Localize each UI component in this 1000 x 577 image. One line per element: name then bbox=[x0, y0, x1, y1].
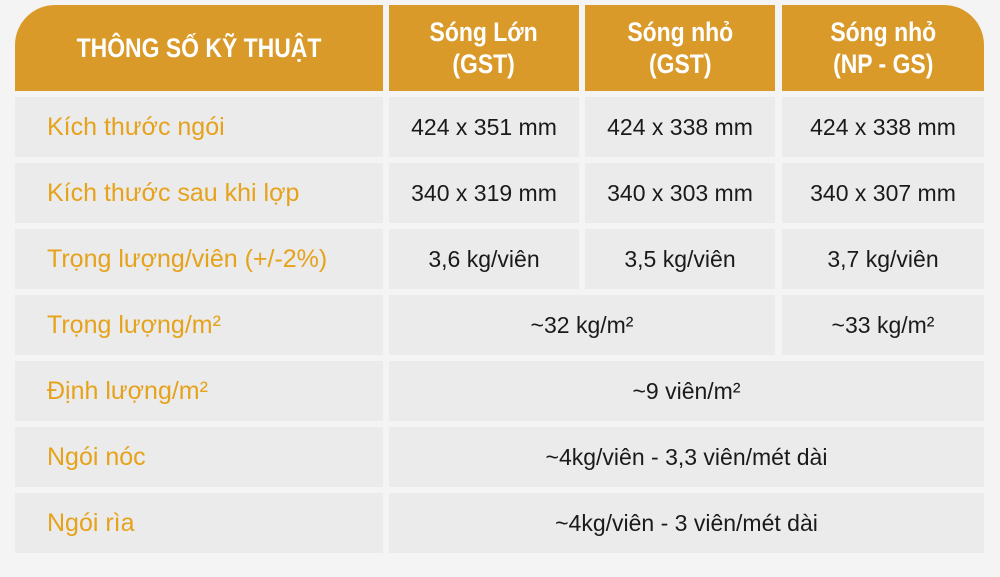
row-value: ~9 viên/m² bbox=[389, 361, 984, 421]
header-line: Sóng nhỏ bbox=[830, 17, 936, 47]
row-value: 340 x 303 mm bbox=[585, 163, 775, 223]
row-value: 340 x 319 mm bbox=[389, 163, 579, 223]
row-value: ~32 kg/m² bbox=[389, 295, 775, 355]
row-label: Định lượng/m² bbox=[15, 361, 383, 421]
header-song-nho-gst: Sóng nhỏ (GST) bbox=[585, 5, 775, 91]
header-spec: THÔNG SỐ KỸ THUẬT bbox=[15, 5, 383, 91]
header-song-lon-gst: Sóng Lớn (GST) bbox=[389, 5, 579, 91]
row-label: Trọng lượng/viên (+/-2%) bbox=[15, 229, 383, 289]
row-value: 340 x 307 mm bbox=[782, 163, 984, 223]
row-label: Ngói nóc bbox=[15, 427, 383, 487]
row-label: Kích thước ngói bbox=[15, 97, 383, 157]
header-line: Sóng nhỏ bbox=[627, 17, 733, 47]
row-value: 3,7 kg/viên bbox=[782, 229, 984, 289]
row-value: 424 x 338 mm bbox=[585, 97, 775, 157]
row-value: ~33 kg/m² bbox=[782, 295, 984, 355]
row-label: Kích thước sau khi lợp bbox=[15, 163, 383, 223]
row-value: 424 x 351 mm bbox=[389, 97, 579, 157]
row-value: 3,5 kg/viên bbox=[585, 229, 775, 289]
row-value: ~4kg/viên - 3,3 viên/mét dài bbox=[389, 427, 984, 487]
header-line: Sóng Lớn bbox=[429, 17, 539, 47]
header-line: (GST) bbox=[648, 49, 712, 79]
row-value: 3,6 kg/viên bbox=[389, 229, 579, 289]
header-line: (NP - GS) bbox=[832, 49, 934, 79]
header-text: THÔNG SỐ KỸ THUẬT bbox=[76, 33, 322, 63]
row-label: Trọng lượng/m² bbox=[15, 295, 383, 355]
header-song-nho-np-gs: Sóng nhỏ (NP - GS) bbox=[782, 5, 984, 91]
header-line: (GST) bbox=[452, 49, 516, 79]
row-label: Ngói rìa bbox=[15, 493, 383, 553]
row-value: ~4kg/viên - 3 viên/mét dài bbox=[389, 493, 984, 553]
row-value: 424 x 338 mm bbox=[782, 97, 984, 157]
